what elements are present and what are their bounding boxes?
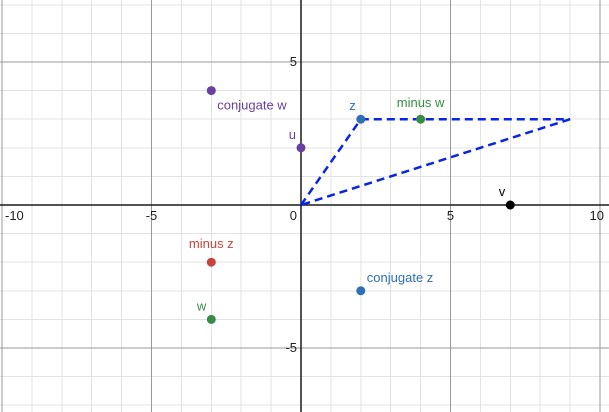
point-conjugate-z[interactable]: conjugate z [356,270,433,296]
point-conjugate-w[interactable]: conjugate w [206,86,287,113]
point-minus-w[interactable]: minus w [397,95,445,124]
x-tick-label: -5 [146,208,158,223]
point-u[interactable]: u [289,127,306,153]
point-label: minus w [397,95,445,110]
triangle-segments [299,117,571,207]
point-w[interactable]: w [196,298,216,324]
point-marker[interactable] [356,114,366,124]
point-label: w [196,298,207,313]
point-marker[interactable] [356,286,366,296]
point-marker[interactable] [206,257,216,267]
point-label: u [289,127,296,142]
tick-labels: -10 -5 0 5 10 5 -5 [5,54,604,355]
x-tick-label: -10 [5,208,24,223]
point-v[interactable]: v [499,184,515,210]
point-minus-z[interactable]: minus z [189,236,234,267]
point-marker[interactable] [505,200,515,210]
y-tick-label: -5 [285,340,297,355]
x-tick-label: 0 [290,208,297,223]
point-marker[interactable] [206,314,216,324]
points[interactable]: conjugate wu z minus w v minus z conjugate z w [189,86,515,324]
point-marker[interactable] [416,114,426,124]
x-tick-label: 10 [590,208,604,223]
point-label: conjugate z [367,270,434,285]
dashed-segment [300,118,571,207]
point-label: minus z [189,236,234,251]
point-label: v [499,184,506,199]
point-label: z [349,98,356,113]
point-z[interactable]: z [349,98,366,124]
y-tick-label: 5 [290,54,297,69]
point-marker[interactable] [206,86,216,96]
point-marker[interactable] [296,143,306,153]
dashed-segment [299,118,362,206]
x-tick-label: 5 [447,208,454,223]
point-label: conjugate w [217,98,287,113]
